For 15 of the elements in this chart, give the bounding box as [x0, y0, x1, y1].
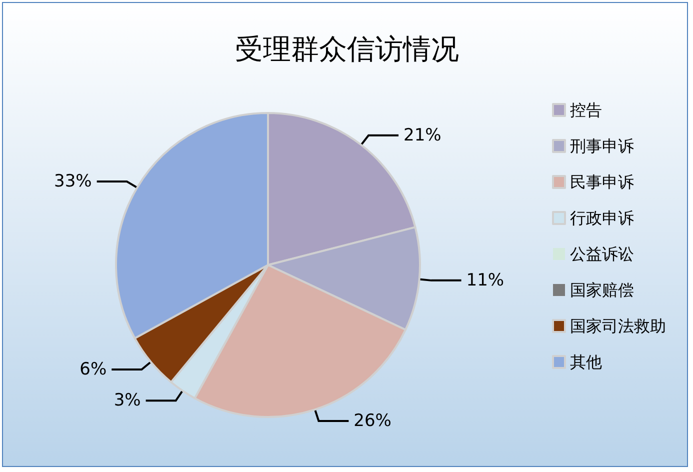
- legend-label: 民事申诉: [570, 172, 634, 192]
- legend-label: 刑事申诉: [570, 136, 634, 156]
- data-label: 6%: [80, 360, 107, 380]
- data-label: 21%: [404, 125, 442, 146]
- legend-label: 公益诉讼: [570, 244, 634, 264]
- legend-label: 控告: [570, 100, 602, 120]
- legend-label: 国家赔偿: [570, 280, 634, 300]
- data-label: 33%: [54, 172, 92, 192]
- data-label: 3%: [114, 390, 141, 411]
- chart-title: 受理群众信访情况: [235, 32, 459, 66]
- legend-label: 其他: [570, 352, 602, 372]
- data-label: 11%: [466, 270, 504, 290]
- legend-label: 行政申诉: [570, 208, 634, 228]
- data-label: 26%: [354, 410, 392, 431]
- legend-label: 国家司法救助: [570, 316, 666, 336]
